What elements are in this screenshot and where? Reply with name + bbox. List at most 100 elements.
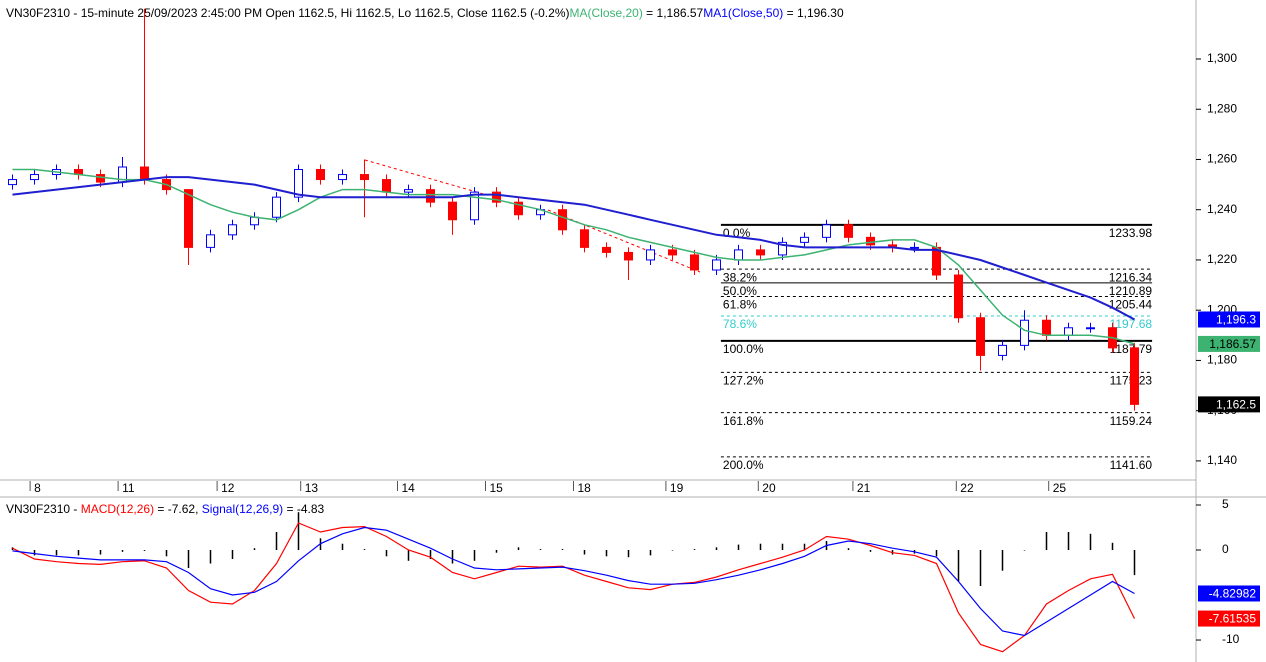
y-tick-label: 1,280 — [1207, 101, 1237, 115]
histogram-bar — [605, 550, 608, 557]
price-tag-label: 1,186.57 — [1209, 337, 1256, 351]
x-tick-label: 11 — [122, 481, 135, 495]
histogram-bar — [275, 532, 278, 551]
x-tick-label: 13 — [305, 481, 319, 495]
histogram-bar — [715, 547, 718, 551]
histogram-bar — [935, 550, 938, 557]
y-tick-label: 5 — [1222, 497, 1229, 511]
x-tick-label: 19 — [670, 481, 684, 495]
histogram-bar — [737, 544, 740, 551]
candle-body — [250, 216, 259, 226]
histogram-bar — [649, 550, 652, 556]
moving-average — [12, 168, 1135, 345]
x-tick-label: 14 — [402, 481, 416, 495]
candle-body — [580, 229, 589, 248]
candle-body — [1020, 319, 1029, 346]
candle-body — [712, 259, 721, 271]
x-tick-label: 18 — [578, 481, 592, 495]
candle-body — [844, 224, 853, 238]
x-tick-label: 22 — [960, 481, 974, 495]
x-tick-label: 21 — [857, 481, 871, 495]
title-part: = 1,196.30 — [783, 6, 844, 20]
fib-value: 1210.89 — [1109, 284, 1153, 298]
histogram-bar — [1111, 542, 1114, 551]
histogram-bar — [33, 550, 36, 556]
candle-body — [206, 234, 215, 248]
y-tick-label: 1,220 — [1207, 252, 1237, 266]
histogram-bar — [517, 547, 520, 551]
candle-body — [8, 179, 17, 186]
fib-label: 38.2% — [723, 270, 757, 284]
histogram-bar — [77, 550, 80, 556]
histogram-bar — [143, 550, 146, 551]
price-tag-label: 1,162.5 — [1216, 398, 1256, 412]
histogram-bar — [1067, 532, 1070, 551]
x-tick-label: 25 — [1053, 481, 1067, 495]
y-tick-label: 0 — [1222, 542, 1229, 556]
candle-body — [558, 209, 567, 231]
candle-body — [668, 249, 677, 256]
title-part: VN30F2310 - 15-minute 25/09/2023 2:45:00… — [6, 6, 569, 20]
candle-body — [272, 196, 281, 218]
candle-body — [624, 251, 633, 261]
fib-label: 50.0% — [723, 284, 757, 298]
histogram-bar — [1089, 533, 1092, 551]
moving-average — [12, 176, 1135, 321]
histogram-bar — [1023, 550, 1026, 551]
candle-body — [96, 174, 105, 183]
candle-body — [734, 249, 743, 261]
candle-body — [800, 236, 809, 243]
title-part: MA(Close,20) — [569, 6, 642, 20]
candle-body — [822, 224, 831, 238]
histogram-bar — [847, 548, 850, 551]
price-tag-label: -7.61535 — [1209, 612, 1257, 626]
fib-label: 161.8% — [723, 414, 764, 428]
histogram-bar — [957, 550, 960, 582]
y-tick-label: 1,300 — [1207, 51, 1237, 65]
price-tag — [1198, 311, 1260, 328]
fib-value: 1205.44 — [1109, 298, 1153, 312]
chart-title: VN30F2310 - 15-minute 25/09/2023 2:45:00… — [6, 6, 844, 20]
y-tick-label: 1,260 — [1207, 152, 1237, 166]
histogram-bar — [451, 550, 454, 564]
histogram-bar — [231, 550, 234, 560]
title-part: = -7.62, — [154, 502, 202, 516]
histogram-bar — [627, 550, 630, 558]
candle-body — [448, 201, 457, 221]
candle-body — [30, 174, 39, 181]
histogram-bar — [561, 549, 564, 551]
histogram-bar — [495, 550, 498, 553]
candle-body — [338, 174, 347, 181]
signal-line — [12, 526, 1135, 637]
candle-body — [514, 201, 523, 216]
fib-value: 1233.98 — [1109, 226, 1153, 240]
candle-body — [492, 191, 501, 203]
candle-body — [294, 169, 303, 198]
candle-body — [360, 174, 369, 181]
histogram-bar — [869, 550, 872, 552]
histogram-bar — [55, 550, 58, 556]
candle-body — [228, 224, 237, 236]
x-tick-label: 8 — [34, 481, 41, 495]
candle-body — [910, 246, 919, 249]
histogram-bar — [385, 550, 388, 557]
histogram-bar — [583, 550, 586, 555]
histogram-bar — [1133, 550, 1136, 576]
title-part: Signal(12,26,9) — [202, 502, 283, 516]
candle-body — [1086, 327, 1095, 330]
histogram-bar — [407, 550, 410, 561]
histogram-bar — [363, 549, 366, 551]
candle-body — [426, 189, 435, 203]
price-tag — [1198, 396, 1260, 413]
candle-body — [1042, 319, 1051, 336]
candle-body — [646, 249, 655, 261]
histogram-bar — [781, 543, 784, 551]
macd-line — [12, 522, 1136, 653]
candle-body — [690, 254, 699, 271]
x-tick-label: 20 — [762, 481, 776, 495]
histogram-bar — [979, 550, 982, 587]
price-tag — [1198, 335, 1260, 352]
candle-body — [404, 189, 413, 193]
histogram-bar — [1001, 550, 1004, 571]
